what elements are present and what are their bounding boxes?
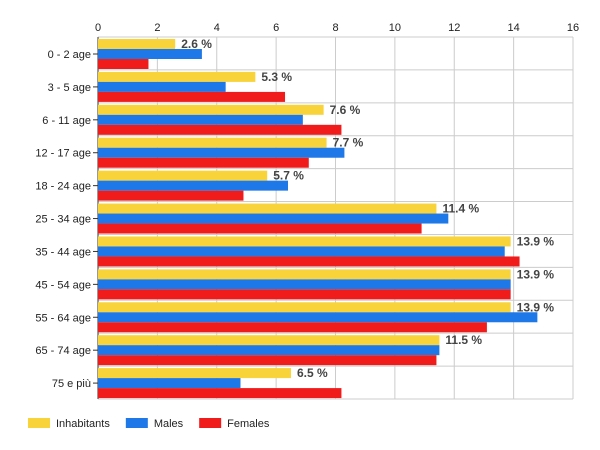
- data-label: 5.3 %: [261, 70, 292, 84]
- bar-females: [98, 190, 244, 201]
- y-tick-label: 12 - 17 age: [35, 148, 91, 160]
- y-tick-label: 3 - 5 age: [48, 82, 91, 94]
- bar-males: [98, 114, 303, 125]
- x-tick-label: 10: [389, 22, 401, 34]
- bar-inhabitants: [98, 137, 327, 148]
- data-label: 13.9 %: [517, 300, 555, 314]
- y-tick-label: 45 - 54 age: [35, 279, 91, 291]
- bar-males: [98, 312, 538, 323]
- data-label: 11.5 %: [445, 333, 482, 347]
- x-tick-label: 0: [95, 22, 101, 34]
- bar-males: [98, 213, 449, 224]
- legend-swatch-males: [125, 418, 148, 428]
- y-tick-label: 75 e più: [52, 378, 91, 390]
- bar-inhabitants: [98, 368, 291, 379]
- bar-females: [98, 59, 149, 69]
- data-labels: 2.6 % 5.3 % 7.6 % 7.7 % 5.7 % 11.4 % 13.9 % 13.…: [181, 37, 554, 380]
- bar-inhabitants: [98, 104, 324, 115]
- x-tick-label: 4: [214, 22, 220, 34]
- x-tick-label: 16: [567, 22, 579, 34]
- y-tick-label: 0 - 2 age: [48, 49, 91, 61]
- data-label: 7.6 %: [330, 103, 361, 117]
- y-tick-label: 35 - 44 age: [35, 246, 91, 258]
- data-label: 5.7 %: [273, 169, 304, 183]
- bar-females: [98, 124, 342, 135]
- legend-label-males: Males: [154, 418, 184, 430]
- x-tick-label: 8: [332, 22, 338, 34]
- bar-inhabitants: [98, 170, 268, 181]
- bar-males: [98, 49, 202, 59]
- bar-males: [98, 246, 505, 257]
- legend-swatch-females: [199, 418, 222, 428]
- data-label: 2.6 %: [181, 37, 212, 51]
- bar-males: [98, 378, 241, 389]
- y-tick-label: 65 - 74 age: [35, 345, 91, 357]
- data-label: 11.4 %: [442, 202, 479, 216]
- y-axis-ticks: 0 - 2 age 3 - 5 age 6 - 11 age 12 - 17 age 1…: [35, 49, 98, 390]
- x-tick-label: 6: [273, 22, 279, 34]
- x-tick-label: 14: [508, 22, 520, 34]
- bar-inhabitants: [98, 203, 437, 214]
- bar-females: [98, 223, 422, 234]
- x-tick-label: 2: [154, 22, 160, 34]
- y-tick-label: 6 - 11 age: [42, 115, 91, 127]
- legend-label-females: Females: [227, 418, 270, 430]
- bar-females: [98, 289, 511, 300]
- bar-males: [98, 279, 511, 290]
- bar-inhabitants: [98, 269, 511, 280]
- data-label: 6.5 %: [297, 366, 328, 380]
- data-label: 13.9 %: [517, 267, 555, 281]
- bar-females: [98, 157, 309, 168]
- bars: [98, 39, 538, 399]
- y-tick-label: 55 - 64 age: [35, 312, 91, 324]
- bar-inhabitants: [98, 302, 511, 313]
- y-tick-label: 18 - 24 age: [35, 181, 91, 193]
- bar-inhabitants: [98, 71, 256, 82]
- x-axis-ticks: 0 2 4 6 8 10 12 14 16: [95, 22, 579, 34]
- x-tick-label: 12: [448, 22, 460, 34]
- bar-males: [98, 180, 288, 191]
- legend-label-inhabitants: Inhabitants: [56, 418, 110, 430]
- y-tick-label: 25 - 34 age: [35, 214, 91, 226]
- data-label: 13.9 %: [517, 234, 555, 248]
- data-label: 7.7 %: [333, 136, 364, 150]
- bar-females: [98, 256, 520, 267]
- bar-males: [98, 345, 440, 356]
- bar-inhabitants: [98, 39, 176, 49]
- bar-females: [98, 322, 487, 333]
- legend-swatch-inhabitants: [28, 418, 50, 428]
- bar-females: [98, 388, 342, 399]
- bar-inhabitants: [98, 236, 511, 247]
- bar-males: [98, 81, 226, 92]
- bar-males: [98, 147, 345, 158]
- bar-females: [98, 91, 286, 102]
- legend: Inhabitants Males Females: [28, 418, 270, 430]
- bar-inhabitants: [98, 335, 440, 346]
- bar-females: [98, 355, 437, 366]
